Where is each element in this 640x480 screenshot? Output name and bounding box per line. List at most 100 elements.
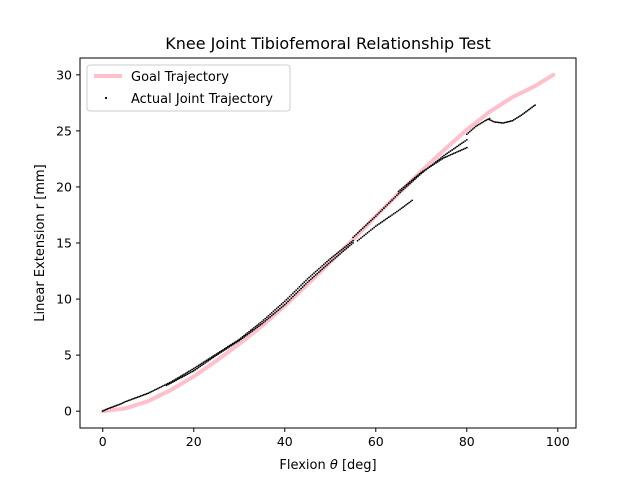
- actual-trajectory-point: [101, 410, 104, 413]
- actual-trajectory-point: [199, 363, 202, 366]
- actual-trajectory-point: [361, 235, 364, 238]
- actual-trajectory-point: [405, 185, 408, 188]
- actual-trajectory-point: [384, 218, 387, 221]
- actual-trajectory-point: [433, 163, 436, 165]
- actual-trajectory-point: [457, 144, 460, 147]
- actual-trajectory-point: [153, 389, 156, 391]
- actual-trajectory-point: [456, 151, 458, 153]
- actual-trajectory-point: [402, 186, 405, 189]
- actual-trajectory-point: [436, 161, 439, 163]
- actual-trajectory-point: [283, 303, 286, 306]
- actual-trajectory-point: [511, 119, 514, 122]
- actual-trajectory-point: [342, 247, 345, 250]
- actual-trajectory-point: [509, 120, 512, 123]
- actual-trajectory-point: [290, 294, 293, 296]
- actual-trajectory-point: [471, 128, 474, 130]
- x-axis-label-unit: [deg]: [338, 458, 377, 473]
- actual-trajectory-point: [413, 178, 416, 181]
- actual-trajectory-point: [202, 363, 205, 365]
- actual-trajectory-point: [479, 122, 482, 125]
- actual-trajectory-point: [246, 332, 249, 334]
- actual-trajectory-point: [192, 369, 195, 372]
- actual-trajectory-point: [488, 118, 491, 121]
- actual-trajectory-point: [139, 395, 142, 397]
- actual-trajectory-point: [443, 154, 445, 157]
- actual-trajectory-point: [209, 357, 211, 360]
- actual-trajectory-point: [228, 345, 231, 348]
- actual-trajectory-point: [309, 275, 312, 277]
- actual-trajectory-point: [181, 375, 184, 378]
- actual-trajectory-point: [152, 389, 155, 392]
- y-tick-label: 30: [56, 67, 72, 82]
- actual-trajectory-point: [277, 309, 280, 312]
- actual-trajectory-point: [494, 121, 497, 123]
- actual-trajectory-point: [118, 403, 121, 406]
- actual-trajectory-point: [405, 183, 408, 186]
- actual-trajectory-point: [376, 224, 379, 226]
- actual-trajectory-point: [305, 279, 307, 282]
- chart-title: Knee Joint Tibiofemoral Relationship Tes…: [165, 34, 491, 53]
- actual-trajectory-point: [293, 294, 296, 296]
- actual-trajectory-point: [365, 224, 367, 227]
- actual-trajectory-point: [360, 228, 363, 231]
- actual-trajectory-point: [456, 145, 458, 148]
- actual-trajectory-point: [288, 295, 291, 298]
- actual-trajectory-point: [350, 243, 353, 246]
- actual-trajectory-point: [212, 356, 215, 359]
- actual-trajectory-point: [104, 408, 107, 411]
- actual-trajectory-point: [462, 141, 465, 143]
- actual-trajectory-point: [308, 276, 311, 279]
- actual-trajectory-point: [192, 367, 195, 370]
- actual-trajectory-point: [311, 273, 314, 276]
- actual-trajectory-point: [454, 146, 457, 149]
- actual-trajectory-point: [381, 208, 384, 211]
- actual-trajectory-point: [503, 121, 506, 124]
- y-tick-label: 15: [56, 236, 72, 251]
- actual-trajectory-point: [135, 396, 138, 399]
- actual-trajectory-point: [384, 205, 387, 208]
- actual-trajectory-point: [191, 368, 194, 371]
- actual-trajectory-point: [410, 179, 413, 182]
- actual-trajectory-point: [160, 385, 163, 388]
- actual-trajectory-point: [407, 182, 410, 185]
- actual-trajectory-point: [512, 118, 515, 121]
- actual-trajectory-point: [205, 359, 208, 362]
- actual-trajectory-point: [113, 405, 116, 408]
- actual-trajectory-point: [361, 227, 364, 230]
- actual-trajectory-point: [368, 221, 371, 224]
- actual-trajectory-point: [412, 178, 415, 181]
- actual-trajectory-point: [204, 362, 207, 364]
- actual-trajectory-point: [366, 222, 369, 225]
- actual-trajectory-point: [230, 344, 233, 347]
- actual-trajectory-point: [457, 150, 460, 153]
- actual-trajectory-point: [314, 274, 317, 276]
- actual-trajectory-point: [120, 402, 122, 405]
- actual-trajectory-point: [270, 314, 273, 317]
- actual-trajectory-point: [484, 119, 486, 122]
- actual-trajectory-point: [520, 114, 523, 117]
- actual-trajectory-point: [303, 284, 306, 287]
- actual-trajectory-point: [327, 259, 330, 262]
- actual-trajectory-point: [355, 233, 358, 236]
- actual-trajectory-point: [280, 303, 283, 306]
- actual-trajectory-point: [274, 311, 276, 314]
- actual-trajectory-point: [491, 120, 494, 123]
- actual-trajectory-point: [464, 140, 467, 142]
- actual-trajectory-point: [459, 143, 462, 146]
- actual-trajectory-point: [407, 184, 410, 186]
- actual-trajectory-point: [470, 129, 473, 132]
- actual-trajectory-point: [523, 112, 526, 114]
- actual-trajectory-point: [142, 394, 145, 396]
- actual-trajectory-point: [241, 337, 244, 340]
- actual-trajectory-point: [366, 231, 369, 234]
- actual-trajectory-point: [316, 269, 319, 272]
- actual-trajectory-point: [394, 195, 397, 198]
- actual-trajectory-point: [371, 218, 374, 221]
- actual-trajectory-point: [300, 284, 302, 287]
- actual-trajectory-point: [301, 282, 304, 285]
- actual-trajectory-point: [363, 225, 366, 228]
- actual-trajectory-point: [223, 349, 226, 351]
- actual-trajectory-point: [420, 171, 423, 174]
- actual-trajectory-point: [265, 316, 268, 319]
